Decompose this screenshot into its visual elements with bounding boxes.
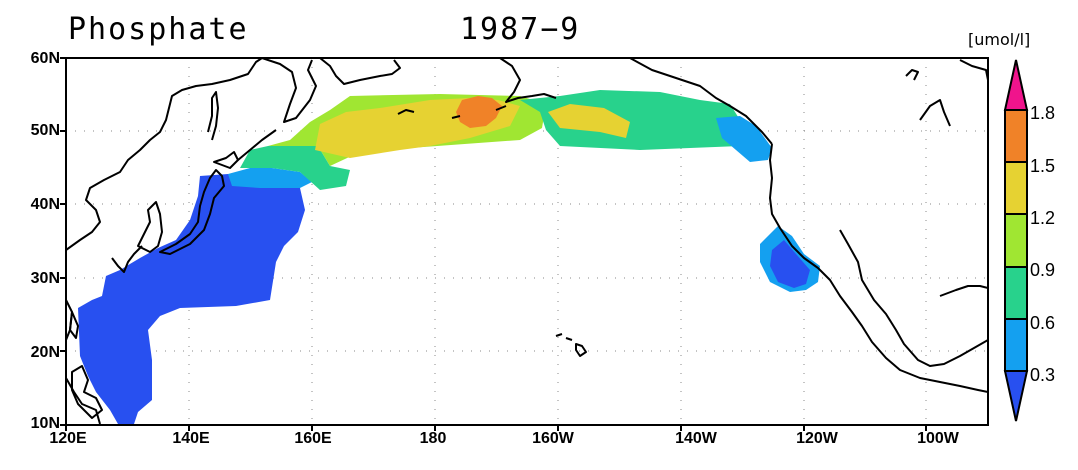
shaded-region-west-pacific-mid xyxy=(228,168,312,188)
lat-tick-20n: 20N xyxy=(30,344,60,361)
colorbar-swatch-0-3 xyxy=(1004,318,1028,372)
map-title-variable: Phosphate xyxy=(68,12,249,47)
colorbar-swatch-1-5 xyxy=(1004,109,1028,163)
lat-tick-30n: 30N xyxy=(30,270,60,287)
lat-tick-10n: 10N xyxy=(30,415,60,432)
lat-tick-50n: 50N xyxy=(30,122,60,139)
shaded-region-north-orange xyxy=(456,96,502,128)
colorbar-label-0-9: 0.9 xyxy=(1030,260,1056,280)
shaded-region-west-pacific-low xyxy=(78,174,305,424)
lon-tick-100w: 100W xyxy=(917,430,959,447)
lon-tick-120e: 120E xyxy=(49,430,87,447)
colorbar-swatch-0-6 xyxy=(1004,266,1028,320)
shaded-region-na-coast-blue xyxy=(716,116,772,162)
colorbar-unit: [umol/l] xyxy=(968,30,1031,49)
colorbar-swatch-1-2 xyxy=(1004,161,1028,215)
colorbar-label-1-2: 1.2 xyxy=(1030,208,1056,228)
colorbar-label-1-5: 1.5 xyxy=(1030,156,1056,176)
colorbar xyxy=(1003,59,1029,422)
colorbar-label-0-6: 0.6 xyxy=(1030,313,1056,333)
colorbar-label-0-3: 0.3 xyxy=(1030,365,1056,385)
lon-tick-160w: 160W xyxy=(532,430,574,447)
lon-tick-180: 180 xyxy=(419,430,447,447)
lat-tick-60n: 60N xyxy=(30,50,60,67)
colorbar-cap-top xyxy=(1003,59,1029,111)
shaded-region-gulf-alaska-yellow xyxy=(548,104,630,138)
colorbar-label-1-8: 1.8 xyxy=(1030,103,1056,123)
map-frame xyxy=(65,57,989,426)
shaded-region-gulf-alaska-green xyxy=(520,90,740,150)
lat-tick-40n: 40N xyxy=(30,196,60,213)
lon-tick-140w: 140W xyxy=(675,430,717,447)
axis-ticks xyxy=(60,57,927,431)
shaded-region-california-low xyxy=(770,240,810,288)
lon-tick-120w: 120W xyxy=(796,430,838,447)
coastlines xyxy=(66,58,988,425)
colorbar-cap-bottom xyxy=(1003,370,1029,422)
lon-tick-140e: 140E xyxy=(172,430,210,447)
lon-tick-160e: 160E xyxy=(294,430,332,447)
shaded-region-kuril-green xyxy=(240,144,350,190)
map-title-period: 1987−9 xyxy=(460,12,581,47)
colorbar-swatch-0-9 xyxy=(1004,213,1028,268)
